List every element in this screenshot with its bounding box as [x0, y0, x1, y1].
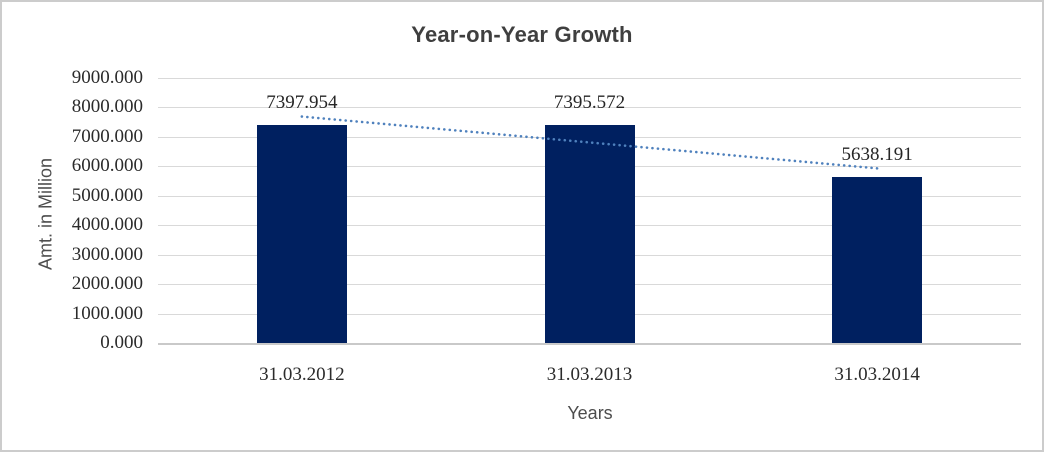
bar-31.03.2014 [832, 176, 923, 343]
y-tick-label: 8000.000 [71, 96, 143, 118]
y-tick-label: 7000.000 [71, 125, 143, 147]
y-tick-label: 9000.000 [71, 67, 143, 88]
bar-31.03.2013 [544, 125, 635, 343]
data-label: 7395.572 [553, 92, 626, 114]
x-axis-line [158, 343, 1021, 345]
gridline [158, 107, 1021, 109]
x-tick-label: 31.03.2014 [834, 364, 920, 385]
x-tick-label: 31.03.2012 [259, 364, 345, 385]
data-label: 7397.954 [266, 92, 338, 114]
y-tick-label: 4000.000 [71, 214, 143, 236]
data-label: 5638.191 [841, 143, 913, 165]
y-tick-label: 5000.000 [71, 184, 143, 206]
y-tick-label: 3000.000 [71, 243, 143, 265]
x-axis-title: Years [567, 403, 613, 423]
plot-area: 7397.954 7395.572 5638.191 [158, 78, 1021, 345]
gridline [158, 78, 1021, 79]
x-tick-label: 31.03.2013 [546, 364, 633, 385]
y-tick-label: 1000.000 [71, 302, 143, 324]
bar-31.03.2012 [256, 125, 347, 343]
y-tick-label: 6000.000 [71, 155, 143, 177]
y-tick-label: 2000.000 [71, 273, 143, 295]
y-tick-label: 0.000 [100, 332, 143, 353]
chart-title: Year-on-Year Growth [411, 22, 633, 47]
